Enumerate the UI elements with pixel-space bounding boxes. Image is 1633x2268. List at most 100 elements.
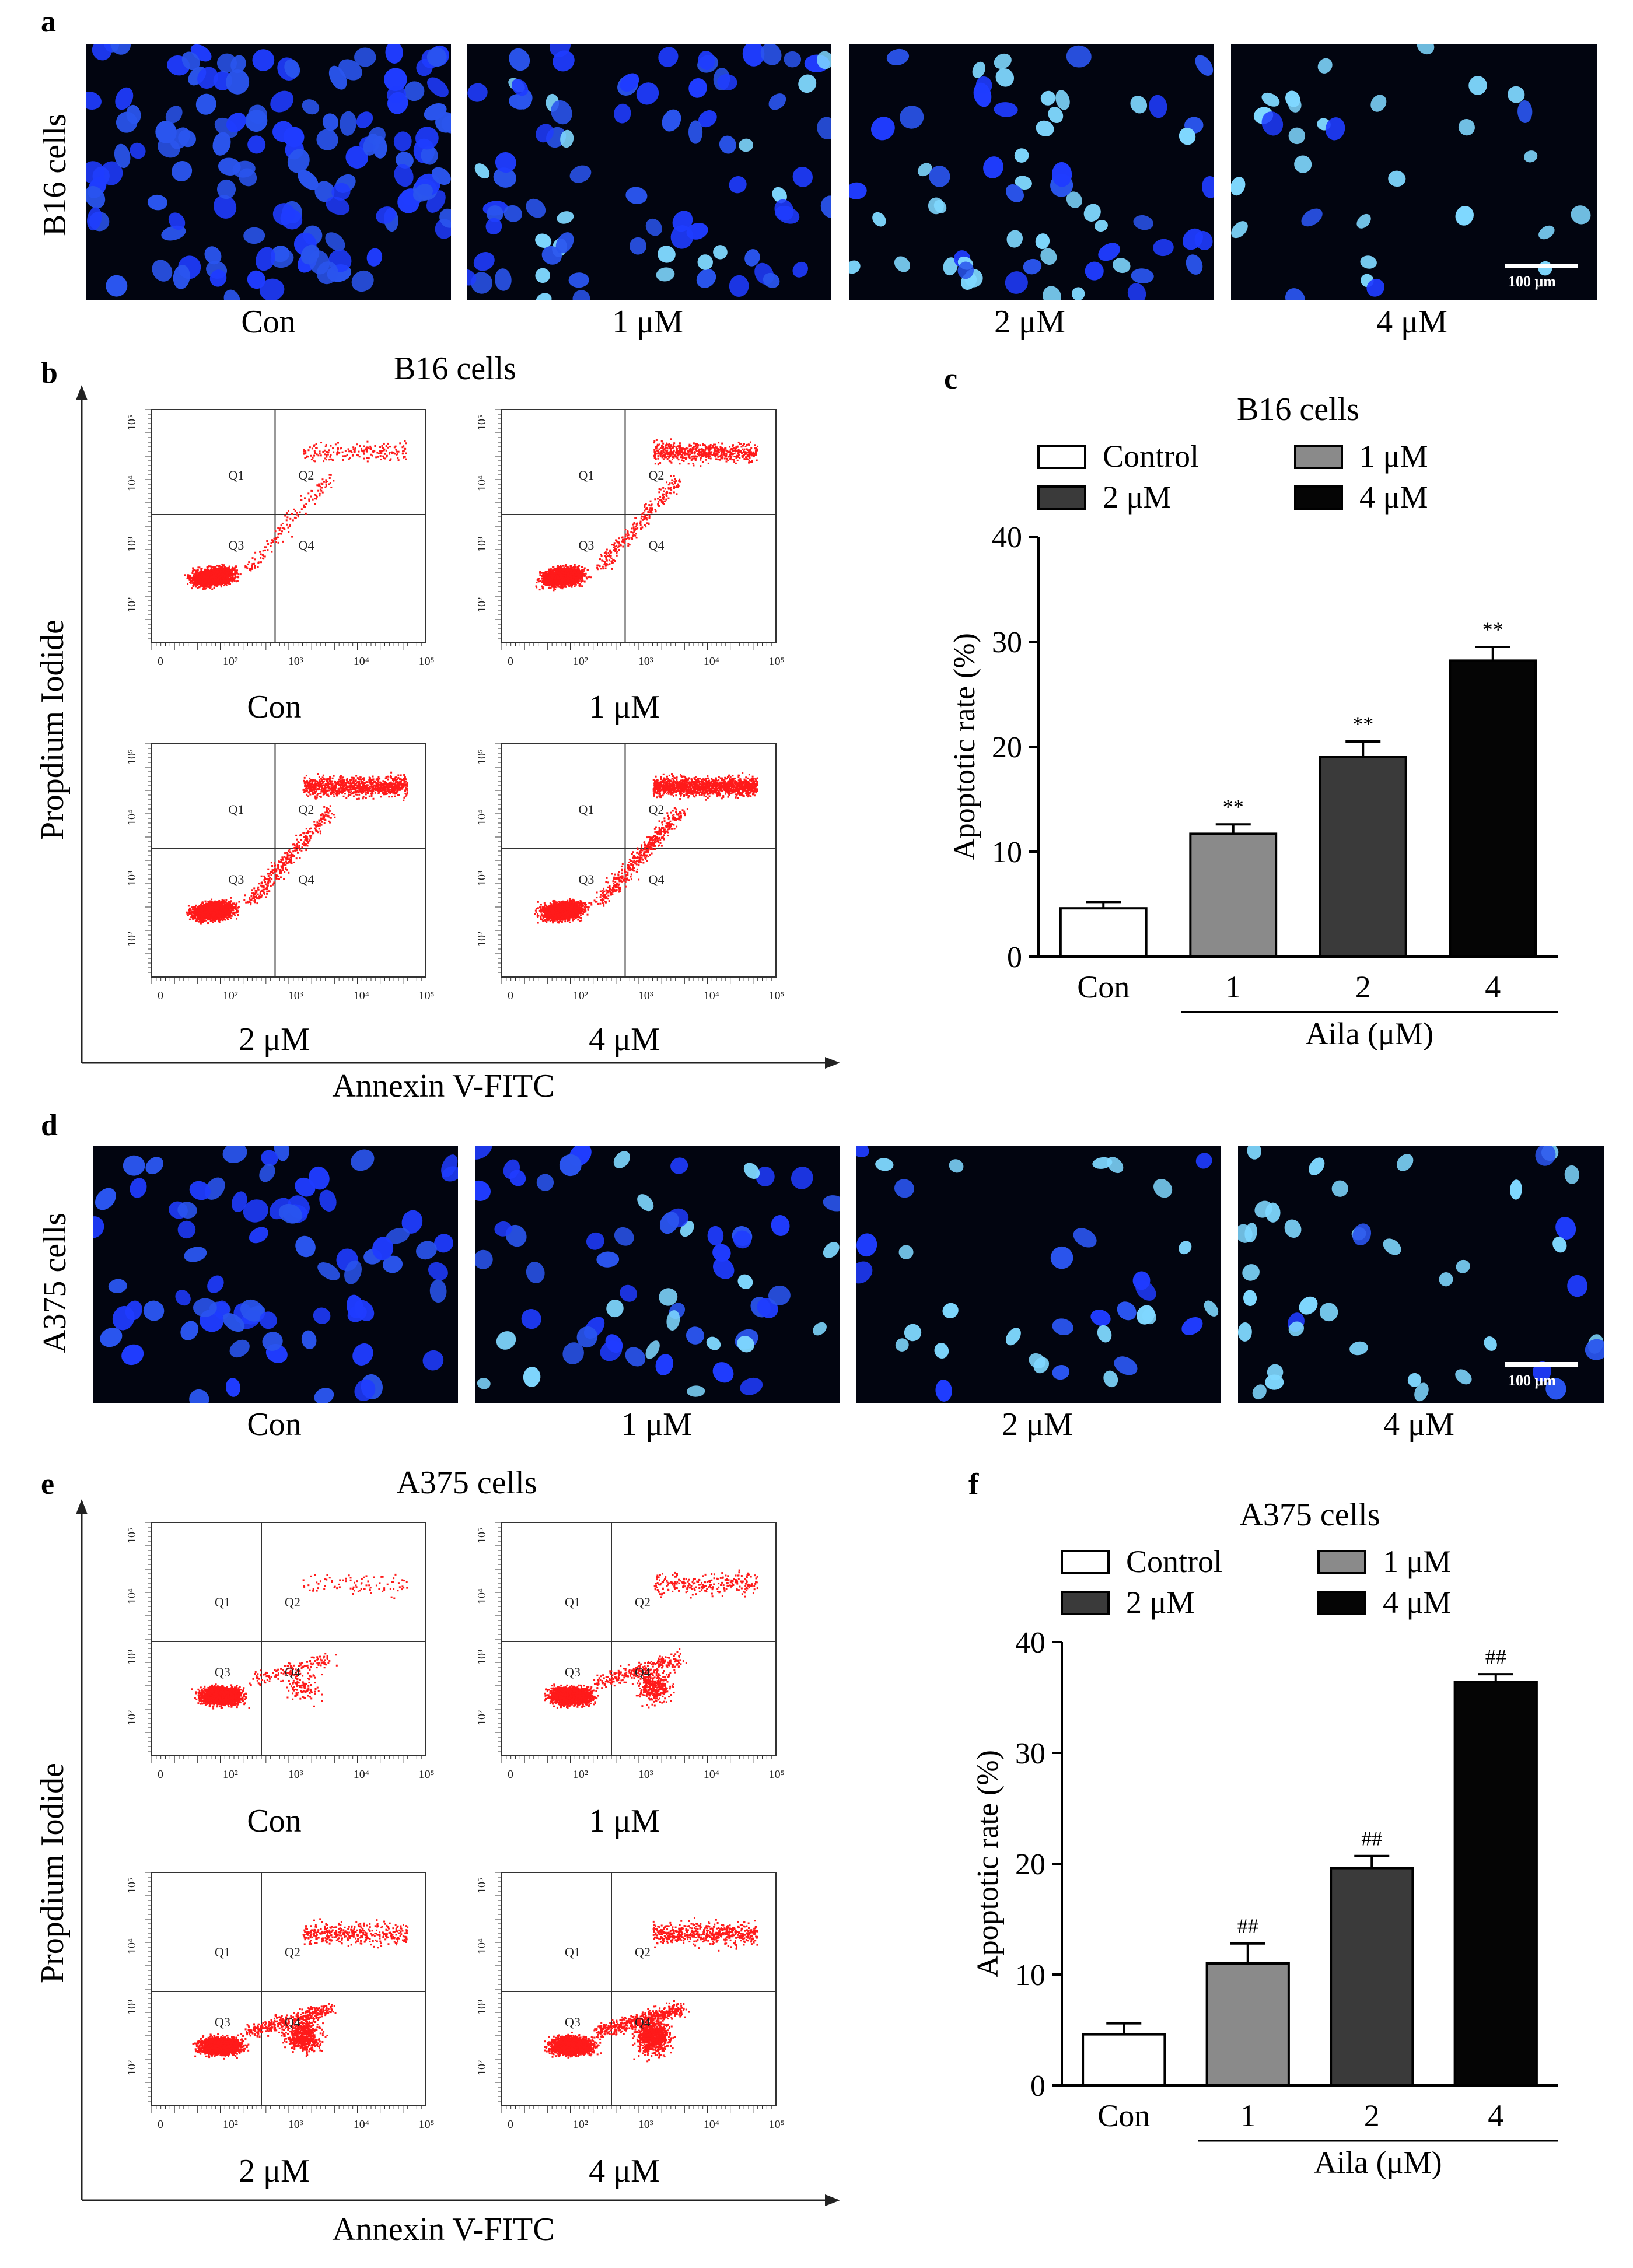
flow-plot-b-con: Q1 Q2 Q3 Q4 0 10² 10³ 10⁴ 10⁵ 10² 10³ 10⁴ 10⁵: [125, 409, 435, 668]
scale-bar-d: [1505, 1362, 1578, 1367]
y-tick-label: 10³: [475, 537, 488, 552]
quadrant-label: Q3: [229, 872, 244, 887]
scale-label-d: 100 μm: [1508, 1372, 1556, 1390]
y-tick-label: 10³: [125, 2000, 138, 2015]
caption-a-4uM: 4 μM: [1231, 303, 1593, 341]
category-label: Con: [1077, 970, 1130, 1005]
legend-label: Control: [1103, 439, 1199, 474]
category-label: 1: [1225, 970, 1241, 1005]
micrograph-a-1uM: [467, 44, 831, 300]
x-tick-label: 10⁴: [704, 1768, 719, 1781]
panel-label-d: d: [41, 1108, 58, 1143]
legend-label: 1 μM: [1359, 439, 1428, 474]
bar: [1330, 1867, 1414, 2087]
significance-mark: ##: [1361, 1827, 1382, 1850]
y-axis-label: Apoptotic rate (%): [948, 633, 981, 860]
flow-caption-b-4uM: 4 μM: [449, 1021, 799, 1058]
flow-plot-b-2uM: Q1 Q2 Q3 Q4 0 10² 10³ 10⁴ 10⁵ 10² 10³ 10⁴ 10⁵: [125, 743, 435, 1002]
flow-caption-b-con: Con: [99, 688, 449, 726]
quadrant-label: Q1: [215, 1945, 230, 1959]
x-tick-label: 10⁵: [419, 2118, 435, 2131]
x-tick-label: 10⁴: [354, 655, 369, 668]
micrograph-d-4uM: [1238, 1146, 1604, 1403]
y-axis-label-e: Propdium Iodide: [34, 1763, 71, 1983]
x-tick-label: 10²: [223, 655, 238, 668]
x-tick-label: 10⁴: [704, 655, 719, 668]
flow-plot-b-4uM: Q1 Q2 Q3 Q4 0 10² 10³ 10⁴ 10⁵ 10² 10³ 10⁴ 10⁵: [475, 743, 785, 1002]
bar: [1449, 659, 1537, 958]
legend-label: 2 μM: [1126, 1585, 1194, 1620]
title-e: A375 cells: [338, 1464, 595, 1502]
legend-label: 1 μM: [1383, 1544, 1451, 1579]
quadrant-label: Q4: [285, 2015, 300, 2029]
legend-swatch: [1037, 485, 1086, 510]
cell-line-label-d: A375 cells: [36, 1213, 74, 1353]
y-tick-label: 10³: [125, 537, 138, 552]
y-tick-label: 10⁴: [125, 475, 138, 491]
x-tick-label: 10⁴: [354, 2118, 369, 2131]
y-tick-label: 10⁵: [125, 749, 138, 765]
chart-title: A375 cells: [1239, 1497, 1380, 1533]
quadrant-label: Q1: [215, 1595, 230, 1609]
quadrant-label: Q1: [579, 468, 595, 482]
y-tick-label: 10⁵: [475, 1528, 488, 1544]
y-tick-label: 10⁴: [475, 1938, 488, 1954]
flow-plot-e-1uM: Q1 Q2 Q3 Q4 0 10² 10³ 10⁴ 10⁵ 10² 10³ 10⁴ 10⁵: [475, 1522, 785, 1781]
legend-label: Control: [1126, 1544, 1222, 1579]
bar-chart-f: A375 cells Control 1 μM 2 μM 4 μM 0 10 20 30 40 Ap…: [971, 1497, 1558, 2179]
chart-title: B16 cells: [1237, 391, 1359, 428]
x-tick-label: 0: [158, 1768, 163, 1781]
panel-label-e: e: [41, 1467, 54, 1502]
bar: [1453, 1681, 1538, 2087]
y-tick-label: 10⁵: [125, 415, 138, 430]
caption-d-1uM: 1 μM: [475, 1406, 837, 1443]
micrograph-d-con: [93, 1146, 458, 1403]
flow-plot-e-4uM: Q1 Q2 Q3 Q4 0 10² 10³ 10⁴ 10⁵ 10² 10³ 10⁴ 10⁵: [475, 1872, 785, 2131]
quadrant-label: Q2: [649, 468, 665, 482]
y-tick-label: 10²: [475, 597, 488, 612]
y-tick-label: 20: [992, 731, 1022, 764]
x-tick-label: 10²: [223, 1768, 238, 1781]
y-tick-label: 10⁴: [125, 1588, 138, 1604]
y-tick-label: 10: [992, 836, 1022, 869]
quadrant-label: Q3: [565, 2015, 581, 2029]
flow-plot-e-con: Q1 Q2 Q3 Q4 0 10² 10³ 10⁴ 10⁵ 10² 10³ 10⁴ 10⁵: [125, 1522, 435, 1781]
y-axis-label-b: Propdium Iodide: [34, 620, 71, 840]
caption-a-1uM: 1 μM: [467, 303, 828, 341]
quadrant-label: Q3: [579, 872, 595, 887]
x-tick-label: 10³: [638, 1768, 653, 1781]
significance-mark: ##: [1485, 1645, 1506, 1668]
x-tick-label: 10⁴: [354, 989, 369, 1002]
bar: [1082, 2033, 1166, 2087]
bar: [1205, 1962, 1290, 2087]
y-tick-label: 10³: [475, 2000, 488, 2015]
quadrant-label: Q4: [285, 1665, 300, 1679]
quadrant-label: Q4: [299, 872, 314, 887]
x-tick-label: 10²: [223, 989, 238, 1002]
micrograph-d-2uM: [856, 1146, 1221, 1403]
y-tick-label: 10⁴: [475, 810, 488, 825]
x-axis-label: Aila (μM): [1314, 2145, 1442, 2179]
x-tick-label: 10⁵: [769, 655, 785, 668]
y-tick-label: 10⁵: [475, 1878, 488, 1894]
flow-caption-b-1uM: 1 μM: [449, 688, 799, 726]
flow-caption-e-1uM: 1 μM: [449, 1803, 799, 1840]
x-tick-label: 10⁵: [419, 655, 435, 668]
y-tick-label: 10²: [125, 932, 138, 947]
significance-mark: ##: [1237, 1915, 1258, 1938]
legend-swatch: [1061, 1550, 1110, 1574]
x-tick-label: 10⁴: [704, 2118, 719, 2131]
x-tick-label: 0: [158, 989, 163, 1002]
y-tick-label: 30: [992, 626, 1022, 659]
y-tick-label: 10²: [125, 597, 138, 612]
title-b: B16 cells: [327, 350, 583, 387]
legend-label: 4 μM: [1383, 1585, 1451, 1620]
x-tick-label: 10³: [288, 989, 303, 1002]
y-tick-label: 10²: [125, 1710, 138, 1726]
caption-d-4uM: 4 μM: [1238, 1406, 1600, 1443]
y-tick-label: 10⁴: [125, 1938, 138, 1954]
legend-swatch: [1294, 485, 1343, 510]
x-tick-label: 10²: [573, 2118, 588, 2131]
scale-bar-a: [1505, 264, 1578, 268]
x-tick-label: 10⁵: [769, 1768, 785, 1781]
